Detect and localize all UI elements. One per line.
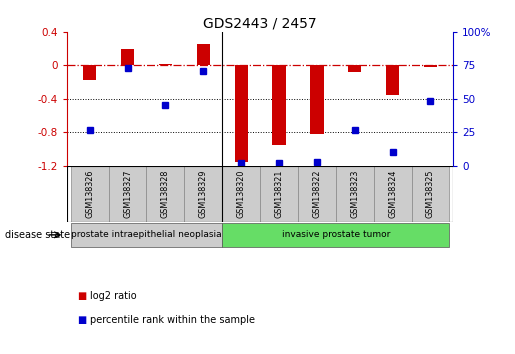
Bar xyxy=(386,65,399,95)
Bar xyxy=(222,223,450,246)
Text: GSM138320: GSM138320 xyxy=(236,170,246,218)
Bar xyxy=(121,48,134,65)
Text: invasive prostate tumor: invasive prostate tumor xyxy=(282,230,390,239)
Bar xyxy=(424,65,437,67)
Bar xyxy=(109,166,146,222)
Bar xyxy=(83,65,96,80)
Text: log2 ratio: log2 ratio xyxy=(90,291,137,301)
Bar xyxy=(146,166,184,222)
Text: ■: ■ xyxy=(77,315,87,325)
Text: GSM138327: GSM138327 xyxy=(123,170,132,218)
Bar xyxy=(272,65,286,145)
Bar xyxy=(71,223,222,246)
Text: disease state: disease state xyxy=(5,230,70,240)
Text: prostate intraepithelial neoplasia: prostate intraepithelial neoplasia xyxy=(71,230,222,239)
Text: percentile rank within the sample: percentile rank within the sample xyxy=(90,315,255,325)
Bar xyxy=(411,166,450,222)
Bar xyxy=(222,166,260,222)
Bar xyxy=(159,64,172,65)
Bar xyxy=(348,65,362,72)
Text: GSM138328: GSM138328 xyxy=(161,170,170,218)
Title: GDS2443 / 2457: GDS2443 / 2457 xyxy=(203,17,317,31)
Text: GSM138322: GSM138322 xyxy=(313,170,321,218)
Bar xyxy=(374,166,411,222)
Bar xyxy=(234,65,248,161)
Text: GSM138329: GSM138329 xyxy=(199,170,208,218)
Bar xyxy=(298,166,336,222)
Bar xyxy=(260,166,298,222)
Text: GSM138321: GSM138321 xyxy=(274,170,284,218)
Text: GSM138326: GSM138326 xyxy=(85,170,94,218)
Bar xyxy=(310,65,323,134)
Text: ■: ■ xyxy=(77,291,87,301)
Bar xyxy=(197,44,210,65)
Text: GSM138324: GSM138324 xyxy=(388,170,397,218)
Bar xyxy=(336,166,374,222)
Bar xyxy=(71,166,109,222)
Text: GSM138325: GSM138325 xyxy=(426,170,435,218)
Text: GSM138323: GSM138323 xyxy=(350,170,359,218)
Bar xyxy=(184,166,222,222)
